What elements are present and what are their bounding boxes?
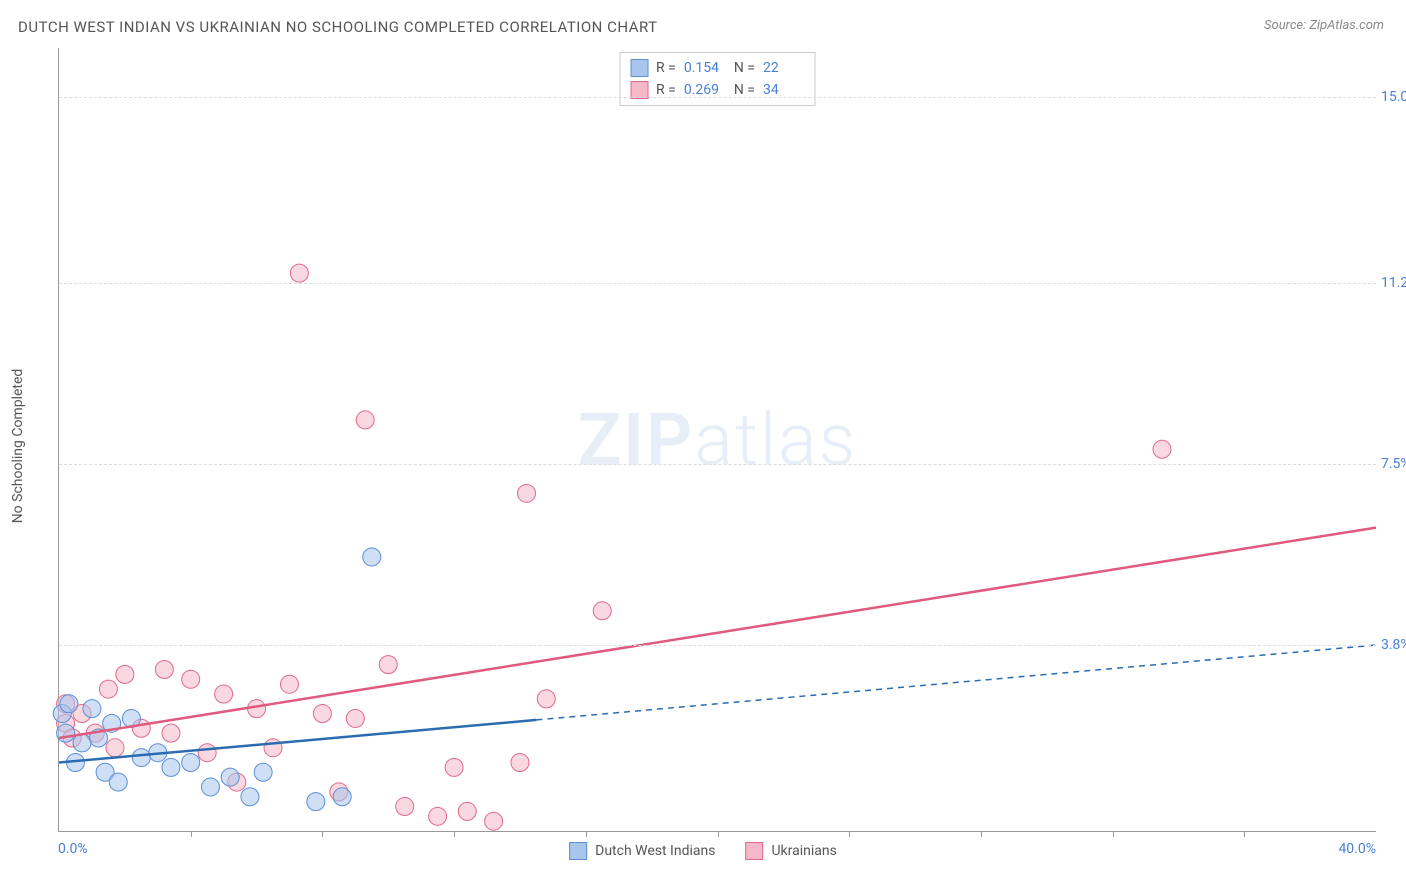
y-tick-label: 7.5%	[1381, 456, 1406, 472]
scatter-point	[73, 734, 91, 752]
scatter-point	[264, 739, 282, 757]
legend-label-pink: Ukrainians	[771, 843, 836, 859]
scatter-point	[537, 690, 555, 708]
trend-line-solid	[59, 528, 1376, 738]
y-tick-label: 11.2%	[1381, 275, 1406, 291]
bottom-legend: Dutch West Indians Ukrainians	[569, 842, 837, 860]
scatter-point	[221, 768, 239, 786]
scatter-point	[396, 798, 414, 816]
x-axis-min-label: 0.0%	[58, 841, 88, 857]
scatter-point	[241, 788, 259, 806]
scatter-point	[307, 793, 325, 811]
r-label-blue: R =	[656, 60, 676, 76]
x-axis-max-label: 40.0%	[1338, 841, 1376, 857]
scatter-point	[106, 739, 124, 757]
scatter-point	[485, 812, 503, 830]
scatter-point	[155, 661, 173, 679]
plot-area: ZIPatlas R = 0.154 N = 22 R = 0.269 N = …	[58, 48, 1376, 832]
scatter-point	[518, 484, 536, 502]
scatter-point	[201, 778, 219, 796]
scatter-point	[346, 709, 364, 727]
swatch-blue	[630, 59, 648, 77]
scatter-point	[83, 700, 101, 718]
scatter-point	[313, 705, 331, 723]
scatter-point	[254, 763, 272, 781]
r-label-pink: R =	[656, 82, 676, 98]
legend-label-blue: Dutch West Indians	[595, 843, 715, 859]
scatter-point	[290, 264, 308, 282]
stats-row-blue: R = 0.154 N = 22	[630, 57, 805, 79]
scatter-point	[593, 602, 611, 620]
scatter-point	[445, 758, 463, 776]
scatter-point	[99, 680, 117, 698]
legend-item-pink: Ukrainians	[745, 842, 836, 860]
scatter-point	[198, 744, 216, 762]
n-value-blue: 22	[763, 60, 805, 76]
scatter-point	[162, 758, 180, 776]
scatter-point	[379, 656, 397, 674]
scatter-point	[511, 753, 529, 771]
scatter-point	[333, 788, 351, 806]
scatter-point	[363, 548, 381, 566]
scatter-point	[215, 685, 233, 703]
y-tick-label: 3.8%	[1381, 637, 1406, 653]
r-value-blue: 0.154	[684, 60, 726, 76]
scatter-point	[356, 411, 374, 429]
scatter-point	[109, 773, 127, 791]
y-axis-label: No Schooling Completed	[10, 369, 26, 524]
r-value-pink: 0.269	[684, 82, 726, 98]
scatter-point	[162, 724, 180, 742]
scatter-point	[116, 665, 134, 683]
legend-item-blue: Dutch West Indians	[569, 842, 715, 860]
scatter-point	[60, 695, 78, 713]
scatter-point	[132, 749, 150, 767]
n-value-pink: 34	[763, 82, 805, 98]
source-label: Source: ZipAtlas.com	[1264, 18, 1384, 33]
scatter-point	[458, 802, 476, 820]
scatter-point	[1153, 440, 1171, 458]
n-label-blue: N =	[734, 60, 755, 76]
scatter-point	[57, 724, 75, 742]
scatter-point	[182, 753, 200, 771]
y-tick-label: 15.0%	[1381, 89, 1406, 105]
chart-svg	[59, 48, 1376, 831]
n-label-pink: N =	[734, 82, 755, 98]
chart-title: DUTCH WEST INDIAN VS UKRAINIAN NO SCHOOL…	[18, 18, 658, 36]
trend-line-dashed	[536, 645, 1376, 720]
legend-swatch-pink	[745, 842, 763, 860]
legend-swatch-blue	[569, 842, 587, 860]
scatter-point	[280, 675, 298, 693]
scatter-point	[429, 807, 447, 825]
scatter-point	[182, 670, 200, 688]
